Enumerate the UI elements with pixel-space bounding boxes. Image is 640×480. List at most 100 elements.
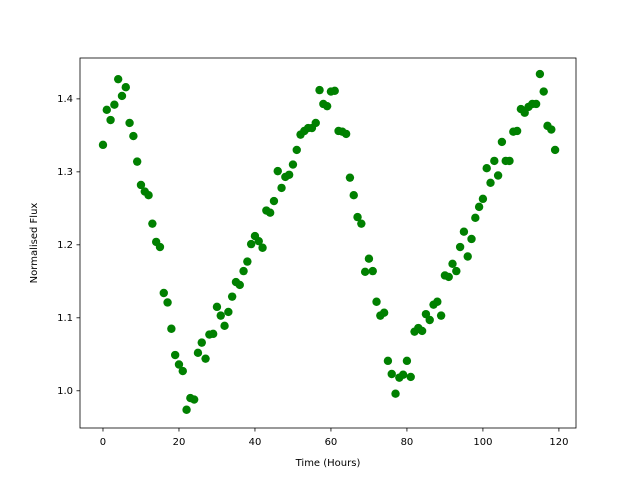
y-tick-label: 1.3 — [57, 167, 73, 178]
point — [417, 326, 427, 336]
point — [167, 324, 176, 333]
point — [455, 242, 465, 252]
plot-frame — [79, 57, 577, 429]
point — [368, 266, 377, 276]
point — [349, 190, 358, 200]
point — [379, 308, 389, 317]
point — [239, 266, 248, 276]
x-tick-label: 100 — [473, 437, 492, 448]
point — [106, 115, 115, 125]
point — [486, 178, 495, 187]
x-axis-label: Time (Hours) — [295, 458, 361, 469]
point — [121, 82, 130, 92]
point — [155, 242, 165, 252]
point — [102, 105, 111, 115]
point — [227, 292, 237, 301]
point — [357, 219, 366, 228]
point — [452, 266, 461, 276]
point — [512, 126, 522, 136]
point — [406, 372, 415, 382]
point — [436, 311, 446, 320]
point — [284, 170, 294, 179]
x-tick-label: 120 — [549, 437, 568, 448]
point — [174, 360, 184, 369]
x-tick-label: 60 — [325, 437, 338, 448]
point — [197, 338, 206, 347]
point — [273, 166, 282, 176]
point — [364, 254, 374, 263]
x-tick-label: 20 — [173, 437, 186, 448]
point — [220, 321, 229, 331]
point — [493, 171, 503, 180]
point — [201, 354, 210, 363]
point — [129, 131, 138, 141]
point — [117, 91, 127, 101]
point — [444, 272, 453, 282]
point — [246, 239, 256, 249]
point — [387, 369, 396, 379]
point — [144, 190, 153, 200]
y-tick-label: 1.1 — [57, 313, 73, 324]
point — [182, 405, 191, 414]
point — [474, 202, 484, 212]
point — [463, 252, 472, 261]
point — [136, 180, 146, 190]
point — [288, 160, 298, 169]
point — [353, 212, 362, 222]
point — [398, 370, 408, 379]
point — [341, 129, 351, 139]
point — [330, 86, 339, 96]
point — [535, 69, 545, 79]
point — [98, 140, 108, 150]
y-tick-label: 1.0 — [57, 386, 73, 397]
point — [547, 125, 556, 134]
x-tick-label: 40 — [249, 437, 262, 448]
point — [208, 329, 218, 339]
point — [322, 101, 332, 111]
point — [277, 183, 286, 193]
point — [505, 156, 514, 166]
point — [243, 257, 252, 266]
point — [383, 356, 393, 366]
point — [269, 196, 279, 206]
point — [265, 208, 275, 217]
x-tick-label: 0 — [100, 437, 106, 448]
point — [216, 311, 225, 320]
point — [125, 118, 134, 128]
point — [459, 227, 469, 236]
point — [159, 288, 168, 298]
point — [224, 307, 233, 317]
point — [170, 350, 180, 360]
point — [531, 99, 541, 109]
y-tick-label: 1.4 — [57, 94, 73, 105]
point — [402, 356, 412, 366]
point — [391, 389, 400, 398]
point — [292, 145, 301, 155]
y-tick-label: 1.2 — [57, 240, 73, 251]
x-tick-label: 80 — [401, 437, 414, 448]
point — [360, 267, 370, 277]
point — [425, 315, 434, 325]
point — [497, 137, 507, 147]
point — [189, 395, 199, 404]
point — [550, 145, 560, 155]
point — [471, 213, 480, 223]
point — [163, 298, 172, 307]
y-axis-label: Normalised Flux — [29, 203, 40, 284]
point — [490, 156, 499, 166]
point — [372, 297, 381, 306]
point — [132, 157, 142, 166]
point — [193, 348, 203, 358]
point — [212, 302, 222, 312]
point — [178, 366, 187, 376]
point — [148, 219, 157, 228]
point — [235, 280, 244, 290]
point — [315, 85, 324, 95]
point — [478, 194, 488, 204]
point — [113, 74, 123, 84]
point — [433, 297, 442, 306]
point — [345, 173, 355, 182]
point — [539, 87, 548, 96]
